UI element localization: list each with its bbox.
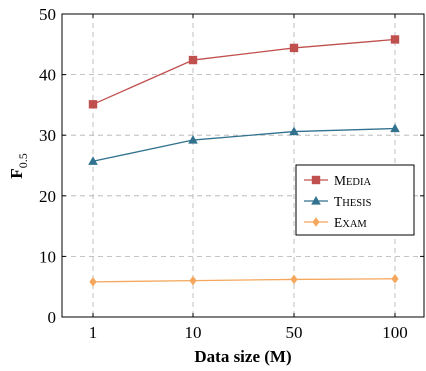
- x-tick-label: 100: [382, 323, 408, 342]
- y-axis-label-main: F: [7, 168, 26, 178]
- series-thesis: [88, 123, 400, 165]
- series-line-thesis: [92, 127, 396, 162]
- legend-marker: [311, 196, 321, 205]
- y-axis-label: F0.5: [7, 153, 30, 178]
- series-line-exam: [92, 278, 396, 283]
- series-media: [88, 35, 400, 109]
- series-line-media: [92, 38, 396, 105]
- legend-marker: [311, 175, 321, 185]
- y-tick-label: 40: [39, 66, 56, 85]
- tick-labels: 0 10 20 30 40 50 1 10 50 100: [39, 5, 408, 342]
- legend-label: THESIS: [334, 194, 372, 209]
- plot-frame: [61, 13, 425, 318]
- y-axis-label-subscript: 0.5: [16, 153, 30, 168]
- data-point-exam: [290, 274, 298, 285]
- y-tick-label: 10: [39, 247, 56, 266]
- data-point-exam: [89, 277, 97, 287]
- x-tick-label: 50: [286, 323, 303, 342]
- legend-item-exam: EXAM: [304, 215, 367, 230]
- legend: MEDIA THESIS EXAM: [295, 164, 415, 236]
- series-exam: [89, 274, 399, 287]
- legend-item-thesis: THESIS: [304, 194, 372, 209]
- data-point-media: [289, 43, 299, 53]
- axes: [61, 13, 425, 318]
- x-axis-label: Data size (M): [194, 347, 291, 366]
- legend-marker: [312, 217, 320, 227]
- y-tick-label: 50: [39, 5, 56, 24]
- x-tick-label: 1: [89, 323, 98, 342]
- y-tick-label: 30: [39, 126, 56, 145]
- legend-item-media: MEDIA: [304, 173, 372, 188]
- data-point-thesis: [390, 123, 400, 133]
- data-point-media: [188, 55, 198, 65]
- y-tick-label: 20: [39, 187, 56, 206]
- data-point-media: [390, 35, 400, 44]
- data-point-exam: [189, 275, 197, 286]
- data-point-thesis: [188, 135, 198, 144]
- data-point-thesis: [88, 156, 98, 165]
- series-layer: [88, 35, 400, 287]
- legend-label: EXAM: [334, 215, 367, 230]
- data-point-exam: [391, 274, 399, 284]
- data-point-media: [88, 100, 98, 109]
- y-tick-label: 0: [48, 308, 57, 327]
- legend-label: MEDIA: [334, 173, 372, 188]
- data-point-thesis: [289, 126, 299, 136]
- x-tick-label: 10: [185, 323, 202, 342]
